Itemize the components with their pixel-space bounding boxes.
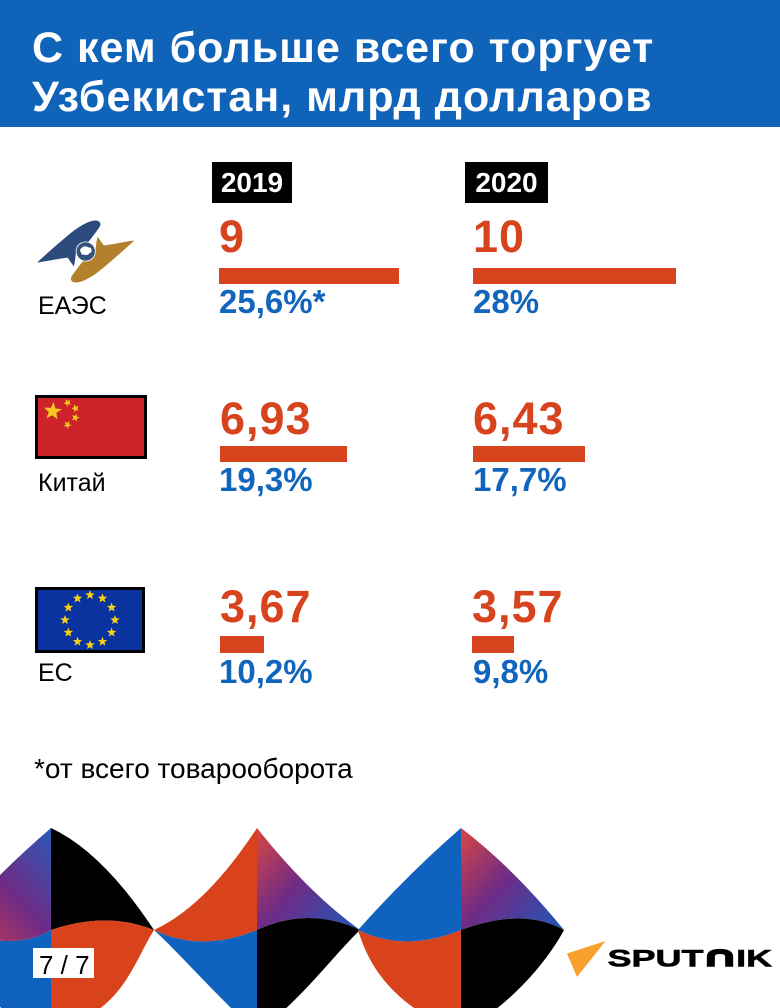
svg-text:IK: IK xyxy=(736,945,772,972)
svg-text:SPUT: SPUT xyxy=(608,945,704,972)
